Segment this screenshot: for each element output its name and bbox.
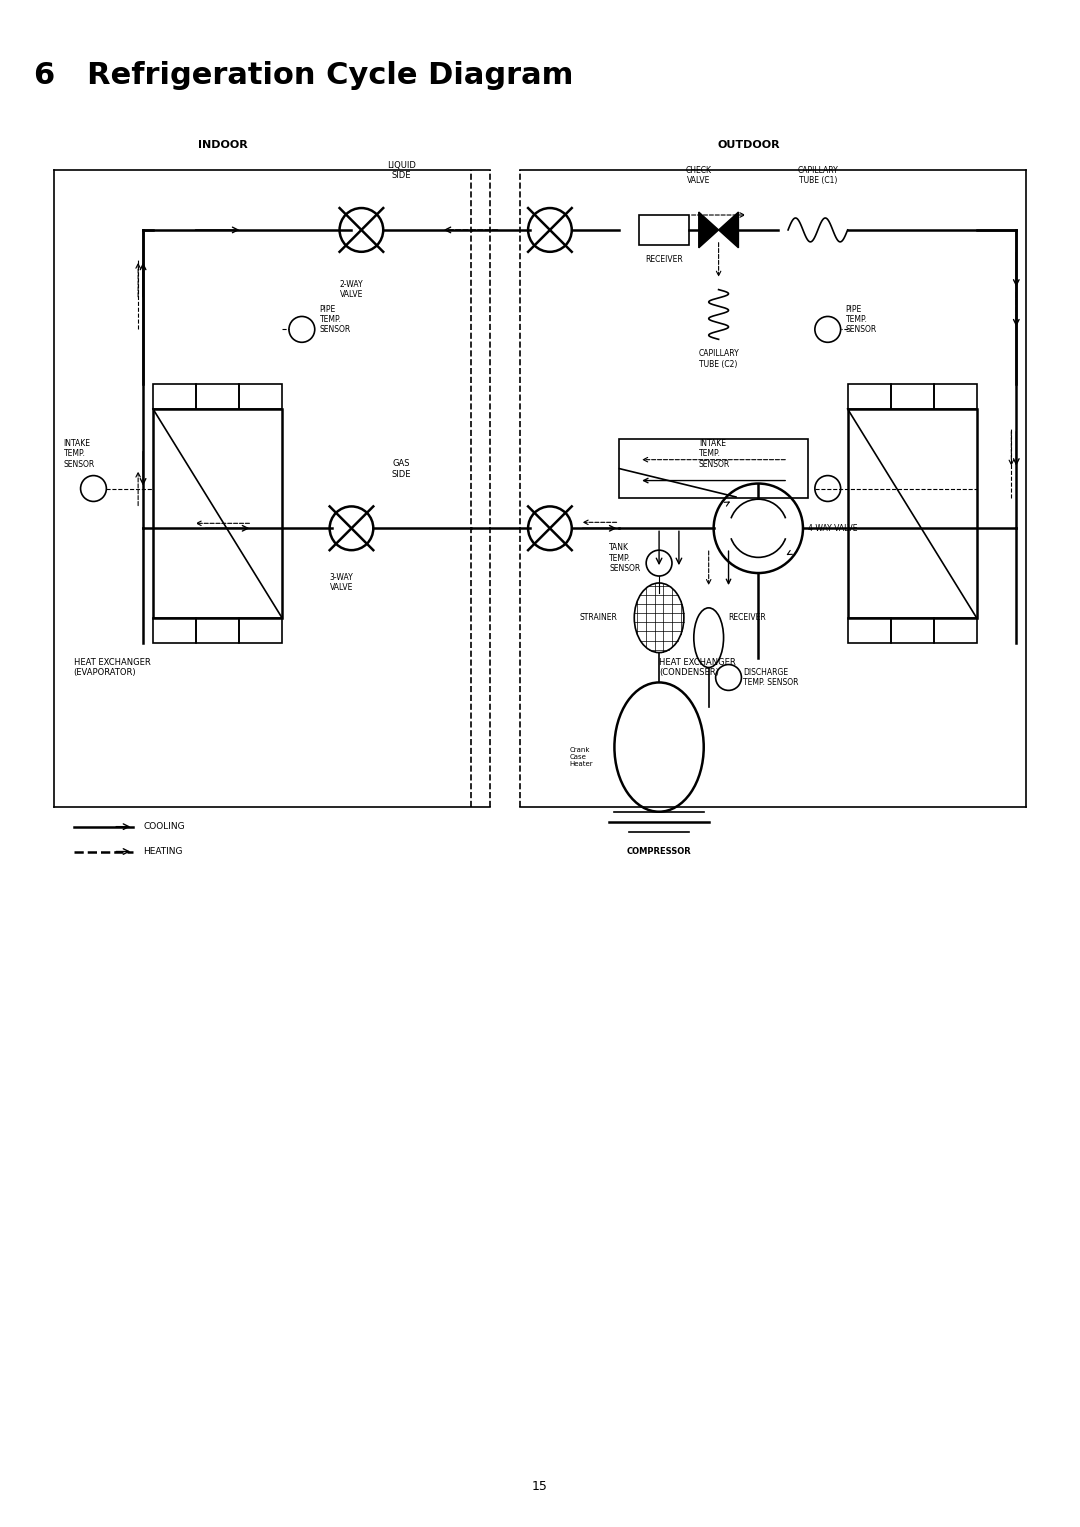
Bar [620, 438, 808, 498]
Text: HEAT EXCHANGER
(EVAPORATOR): HEAT EXCHANGER (EVAPORATOR) [73, 658, 150, 676]
Text: 4-WAY VALVE: 4-WAY VALVE [808, 524, 858, 533]
Text: 15: 15 [532, 1480, 548, 1493]
Text: 6   Refrigeration Cycle Diagram: 6 Refrigeration Cycle Diagram [33, 61, 573, 90]
Text: PIPE
TEMP.
SENSOR: PIPE TEMP. SENSOR [320, 304, 351, 334]
Bar [195, 618, 239, 643]
Text: HEAT EXCHANGER
(CONDENSER): HEAT EXCHANGER (CONDENSER) [659, 658, 735, 676]
Text: RECEIVER: RECEIVER [729, 614, 767, 623]
Bar [891, 618, 933, 643]
Polygon shape [718, 212, 739, 247]
Bar [153, 409, 282, 618]
Ellipse shape [615, 683, 704, 812]
Bar [933, 618, 976, 643]
Bar [933, 385, 976, 409]
Bar [153, 618, 195, 643]
Text: INTAKE
TEMP.
SENSOR: INTAKE TEMP. SENSOR [64, 438, 95, 469]
Text: CAPILLARY
TUBE (C1): CAPILLARY TUBE (C1) [797, 166, 838, 185]
Text: RECEIVER: RECEIVER [645, 255, 683, 264]
Text: CHECK
VALVE: CHECK VALVE [686, 166, 712, 185]
Text: HEATING: HEATING [143, 847, 183, 857]
Bar [639, 215, 689, 244]
Bar [239, 385, 282, 409]
Text: COMPRESSOR: COMPRESSOR [626, 846, 691, 855]
Text: LIQUID
SIDE: LIQUID SIDE [387, 160, 416, 180]
Bar [848, 409, 976, 618]
Text: OUTDOOR: OUTDOOR [717, 140, 780, 150]
Text: Crank
Case
Heater: Crank Case Heater [570, 747, 593, 767]
Ellipse shape [634, 583, 684, 652]
Text: DISCHARGE
TEMP. SENSOR: DISCHARGE TEMP. SENSOR [743, 667, 799, 687]
Text: 3-WAY
VALVE: 3-WAY VALVE [329, 573, 353, 592]
Text: CAPILLARY
TUBE (C2): CAPILLARY TUBE (C2) [699, 350, 739, 368]
Bar [848, 618, 891, 643]
Bar [153, 385, 195, 409]
Bar [239, 618, 282, 643]
Text: PIPE
TEMP.
SENSOR: PIPE TEMP. SENSOR [846, 304, 877, 334]
Text: 2-WAY
VALVE: 2-WAY VALVE [339, 279, 363, 299]
Bar [195, 385, 239, 409]
Text: INTAKE
TEMP.
SENSOR: INTAKE TEMP. SENSOR [699, 438, 730, 469]
Text: GAS
SIDE: GAS SIDE [391, 460, 410, 478]
Bar [891, 385, 933, 409]
Text: STRAINER: STRAINER [580, 614, 618, 623]
Text: COOLING: COOLING [143, 822, 185, 831]
Bar [848, 385, 891, 409]
Text: INDOOR: INDOOR [198, 140, 247, 150]
Text: TANK
TEMP.
SENSOR: TANK TEMP. SENSOR [609, 544, 640, 573]
Polygon shape [699, 212, 718, 247]
